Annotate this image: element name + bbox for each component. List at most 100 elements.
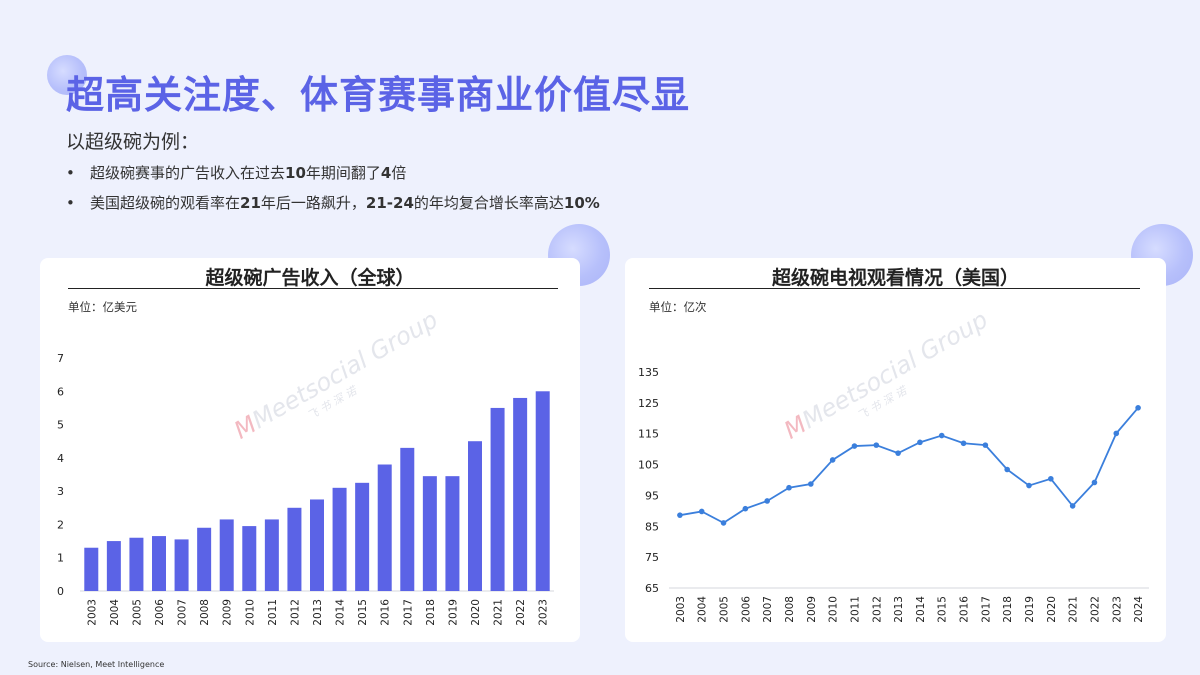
x-tick-label: 2011 bbox=[849, 596, 861, 623]
x-tick-label: 2022 bbox=[1089, 596, 1101, 623]
y-tick-label: 65 bbox=[645, 582, 659, 595]
x-tick-label: 2012 bbox=[289, 599, 301, 626]
y-tick-label: 105 bbox=[638, 459, 659, 472]
x-tick-label: 2007 bbox=[762, 596, 774, 623]
bar bbox=[106, 541, 121, 591]
x-tick-label: 2017 bbox=[402, 599, 414, 626]
bar bbox=[264, 519, 279, 591]
chart-title: 超级碗广告收入（全球） bbox=[205, 267, 415, 289]
x-tick-label: 2008 bbox=[784, 596, 796, 623]
bar bbox=[174, 539, 189, 591]
x-tick-label: 2019 bbox=[1024, 596, 1036, 623]
chart-title-rule bbox=[68, 288, 558, 289]
data-point bbox=[917, 439, 923, 446]
bar bbox=[422, 476, 437, 591]
bullet-dot: • bbox=[66, 164, 75, 182]
y-tick-label: 135 bbox=[638, 366, 659, 379]
bullet-emphasis: 21 bbox=[240, 194, 261, 212]
bar bbox=[310, 499, 324, 591]
x-tick-label: 2018 bbox=[425, 599, 437, 626]
data-point bbox=[1048, 475, 1054, 482]
bullet-dot: • bbox=[66, 194, 75, 212]
x-tick-label: 2006 bbox=[740, 596, 752, 623]
bar bbox=[377, 464, 392, 591]
page-subtitle: 以超级碗为例： bbox=[66, 131, 200, 153]
y-tick-label: 85 bbox=[645, 520, 659, 533]
chart-title: 超级碗电视观看情况（美国） bbox=[771, 267, 1019, 289]
x-tick-label: 2004 bbox=[109, 599, 121, 626]
x-tick-label: 2016 bbox=[959, 596, 971, 623]
bullet-text: 的年均复合增长率高达 bbox=[413, 194, 564, 212]
bar bbox=[84, 547, 99, 591]
bar bbox=[287, 507, 302, 591]
x-tick-label: 2014 bbox=[335, 599, 347, 626]
line-chart: 65 75 85 95 105 115 125 135 2003 2004 2005 2006 2007… bbox=[638, 366, 1149, 623]
bar bbox=[513, 397, 528, 591]
y-tick-label: 0 bbox=[57, 585, 64, 598]
x-tick-label: 2018 bbox=[1002, 596, 1014, 623]
bar-chart: 0 1 2 3 4 5 6 7 2003 2004 2005 2006 2007 2008 2009 2010… bbox=[57, 352, 554, 626]
x-tick-label: 2023 bbox=[538, 599, 550, 626]
bullet-text: 年期间翻了 bbox=[305, 164, 381, 182]
x-tick-label: 2005 bbox=[719, 596, 731, 623]
x-tick-label: 2005 bbox=[131, 599, 143, 626]
x-tick-label: 2017 bbox=[980, 596, 992, 623]
bullet-ad-revenue: • 超级碗赛事的广告收入在过去10年期间翻了4倍 bbox=[66, 162, 406, 183]
bar bbox=[445, 476, 460, 591]
data-point bbox=[1091, 479, 1098, 486]
data-point bbox=[1069, 503, 1076, 509]
data-point bbox=[764, 498, 770, 504]
x-tick-label: 2006 bbox=[154, 599, 166, 626]
y-tick-label: 7 bbox=[57, 352, 64, 365]
bar bbox=[468, 441, 482, 591]
x-tick-label: 2021 bbox=[493, 599, 505, 626]
x-tick-label: 2020 bbox=[1046, 596, 1058, 623]
data-point bbox=[1026, 482, 1032, 489]
x-tick-label: 2008 bbox=[199, 599, 211, 626]
bar bbox=[332, 487, 347, 591]
y-tick-label: 3 bbox=[57, 485, 64, 498]
ad-revenue-chart-panel: 超级碗广告收入（全球） 单位：亿美元 MMeetsocial Group 飞 书… bbox=[40, 258, 580, 642]
y-tick-label: 1 bbox=[57, 552, 64, 565]
bar bbox=[490, 407, 505, 591]
bar bbox=[152, 536, 166, 591]
viewership-chart-panel: 超级碗电视观看情况（美国） 单位：亿次 MMeetsocial Group 飞 … bbox=[625, 258, 1166, 642]
data-point bbox=[720, 520, 727, 526]
x-tick-label: 2007 bbox=[177, 599, 189, 626]
y-tick-label: 115 bbox=[638, 428, 659, 441]
data-point bbox=[677, 512, 683, 518]
x-tick-label: 2003 bbox=[675, 596, 687, 623]
data-point bbox=[1135, 404, 1141, 411]
data-point bbox=[938, 432, 945, 439]
bar bbox=[197, 527, 212, 591]
data-point bbox=[895, 450, 901, 456]
bullet-emphasis: 4 bbox=[380, 164, 392, 182]
x-tick-label: 2004 bbox=[697, 596, 709, 623]
source-note: Source: Nielsen, Meet Intelligence bbox=[28, 660, 165, 669]
y-tick-label: 4 bbox=[57, 452, 64, 465]
bullet-emphasis: 10% bbox=[563, 194, 600, 212]
y-tick-label: 95 bbox=[645, 489, 659, 502]
x-tick-label: 2016 bbox=[380, 599, 392, 626]
data-point bbox=[698, 508, 705, 515]
bullet-text: 倍 bbox=[391, 164, 407, 182]
data-point bbox=[808, 481, 814, 487]
bullet-text: 超级碗赛事的广告收入在过去 bbox=[90, 164, 286, 182]
bullet-emphasis: 10 bbox=[285, 164, 306, 182]
bar bbox=[535, 391, 550, 591]
decor-circle-title bbox=[47, 55, 87, 95]
bullet-text: 年后一路飙升， bbox=[260, 194, 366, 212]
chart-unit: 单位：亿次 bbox=[649, 300, 707, 314]
bar bbox=[242, 526, 257, 591]
y-tick-label: 125 bbox=[638, 397, 659, 410]
chart-title-rule bbox=[649, 288, 1140, 289]
x-tick-label: 2020 bbox=[470, 599, 482, 626]
x-tick-label: 2009 bbox=[222, 599, 234, 626]
x-tick-label: 2014 bbox=[915, 596, 927, 623]
x-tick-label: 2023 bbox=[1111, 596, 1123, 623]
data-point bbox=[851, 443, 858, 449]
data-point bbox=[873, 442, 880, 448]
x-tick-label: 2015 bbox=[937, 596, 949, 623]
data-point bbox=[742, 505, 749, 512]
x-tick-label: 2009 bbox=[806, 596, 818, 623]
